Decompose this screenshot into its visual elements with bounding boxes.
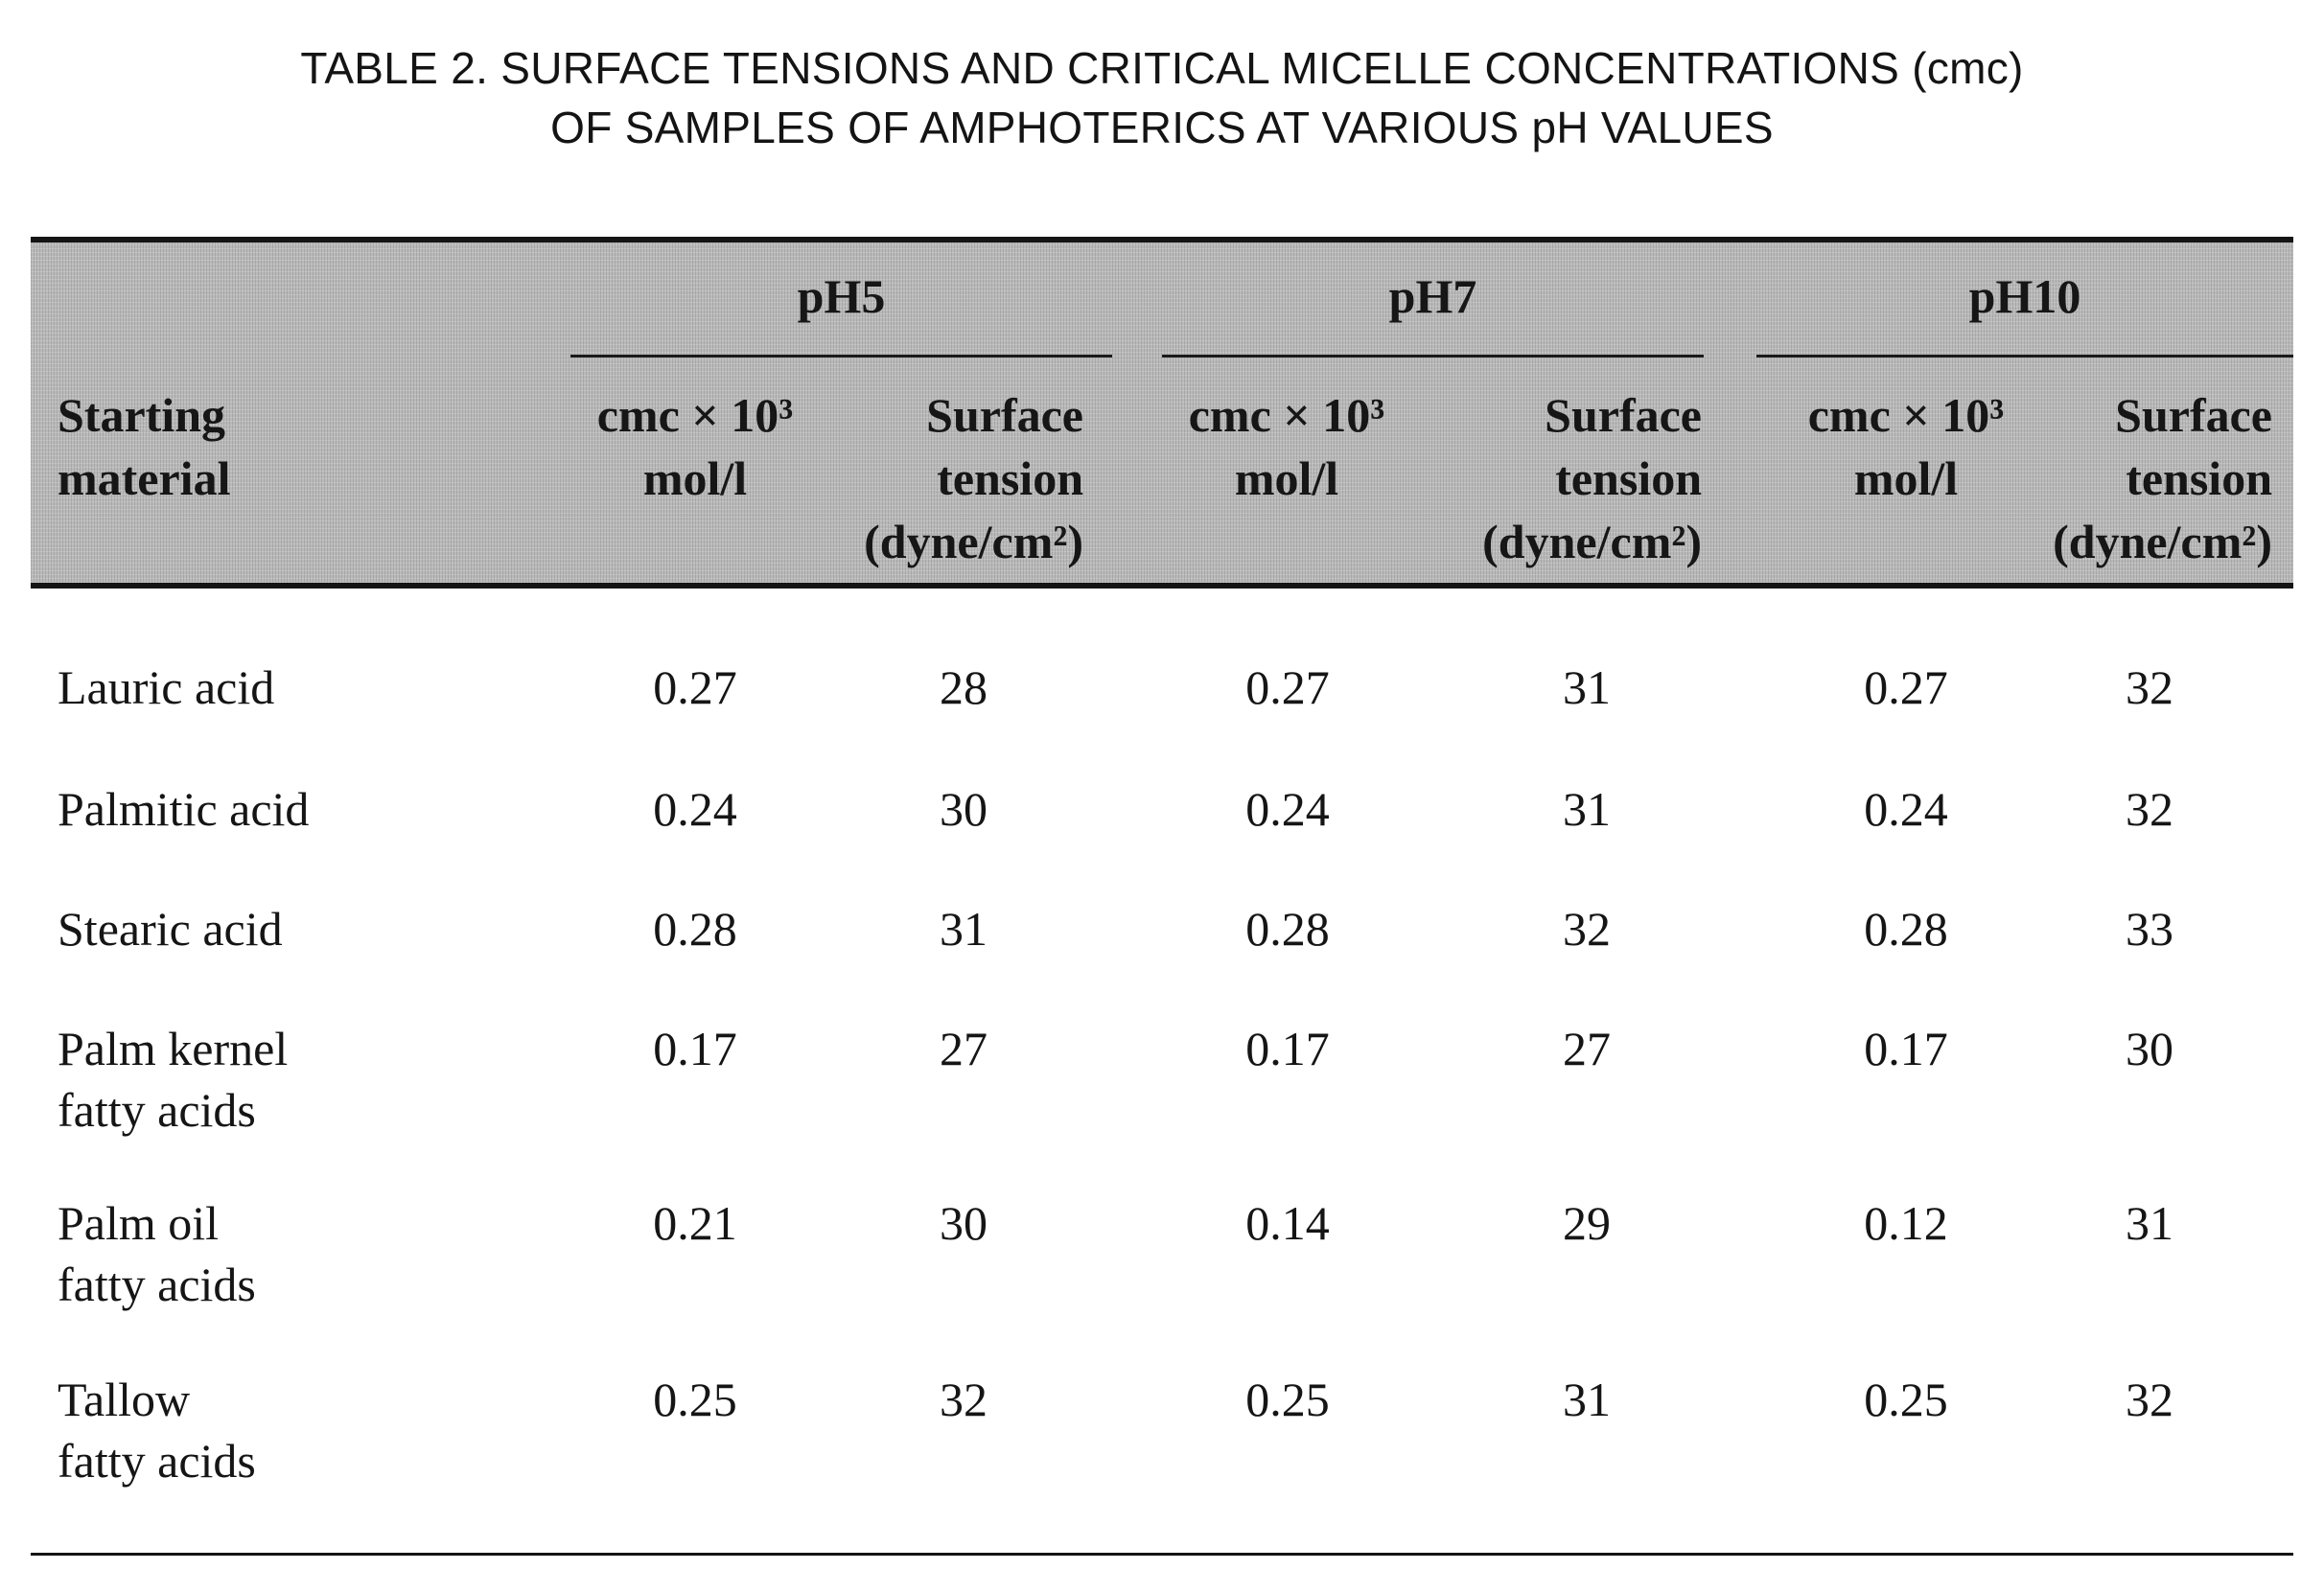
header-ph7-cmc: cmc × 10³ mol/l xyxy=(1152,383,1421,510)
header-starting-material-line-1: Starting xyxy=(58,388,225,442)
row-ph5-cmc: 0.28 xyxy=(653,902,737,956)
header-group-rule-ph10 xyxy=(1756,355,2293,358)
header-ph7-surface-tension: Surface tension (dyne/cm²) xyxy=(1381,383,1702,573)
header-starting-material: Starting material xyxy=(58,383,230,510)
header-cmc-line-2: mol/l xyxy=(1234,451,1339,505)
row-name-line: Tallow xyxy=(58,1373,191,1426)
table-caption: TABLE 2. SURFACE TENSIONS AND CRITICAL M… xyxy=(0,38,2324,157)
header-group-rule-ph7 xyxy=(1162,355,1704,358)
row-ph7-surface-tension: 27 xyxy=(1563,1022,1611,1075)
row-name-line: Palmitic acid xyxy=(58,782,310,836)
row-ph10-surface-tension: 32 xyxy=(2126,782,2173,836)
header-st-line-3: (dyne/cm²) xyxy=(864,515,1083,568)
row-name-line: Lauric acid xyxy=(58,660,275,714)
row-ph5-cmc: 0.21 xyxy=(653,1196,737,1250)
row-ph7-surface-tension: 32 xyxy=(1563,902,1611,956)
row-ph7-surface-tension: 31 xyxy=(1563,660,1611,714)
header-starting-material-line-2: material xyxy=(58,451,231,505)
table-header-rule xyxy=(31,583,2293,589)
row-ph7-cmc: 0.25 xyxy=(1245,1373,1330,1426)
row-starting-material: Palm kernel fatty acids xyxy=(58,1018,556,1141)
row-starting-material: Palm oil fatty acids xyxy=(58,1192,556,1315)
row-name-line: fatty acids xyxy=(58,1083,256,1137)
header-cmc-line-1: cmc × 10³ xyxy=(596,388,794,442)
header-st-line-2: tension xyxy=(937,451,1083,505)
row-ph7-surface-tension: 31 xyxy=(1563,1373,1611,1426)
row-ph10-surface-tension: 32 xyxy=(2126,1373,2173,1426)
row-name-line: fatty acids xyxy=(58,1258,256,1311)
row-ph7-cmc: 0.28 xyxy=(1245,902,1330,956)
table-bottom-rule xyxy=(31,1553,2293,1556)
header-st-line-2: tension xyxy=(1555,451,1702,505)
row-name-line: Palm kernel xyxy=(58,1022,289,1075)
header-cmc-line-1: cmc × 10³ xyxy=(1807,388,2005,442)
row-starting-material: Lauric acid xyxy=(58,657,556,718)
header-cmc-line-1: cmc × 10³ xyxy=(1188,388,1385,442)
row-ph10-cmc: 0.27 xyxy=(1864,660,1948,714)
row-ph10-cmc: 0.17 xyxy=(1864,1022,1948,1075)
row-ph5-surface-tension: 30 xyxy=(940,1196,988,1250)
row-ph5-cmc: 0.17 xyxy=(653,1022,737,1075)
row-starting-material: Palmitic acid xyxy=(58,778,556,840)
header-st-line-3: (dyne/cm²) xyxy=(2053,515,2272,568)
row-ph10-cmc: 0.12 xyxy=(1864,1196,1948,1250)
caption-line-1: TABLE 2. SURFACE TENSIONS AND CRITICAL M… xyxy=(300,43,2024,93)
table-header-shading xyxy=(31,242,2293,583)
row-ph7-cmc: 0.17 xyxy=(1245,1022,1330,1075)
row-ph5-cmc: 0.24 xyxy=(653,782,737,836)
header-st-line-3: (dyne/cm²) xyxy=(1482,515,1702,568)
header-ph5-cmc: cmc × 10³ mol/l xyxy=(561,383,829,510)
header-group-rule-ph5 xyxy=(570,355,1112,358)
row-ph5-surface-tension: 28 xyxy=(940,660,988,714)
header-group-ph10: pH10 xyxy=(1968,269,2081,323)
row-ph5-surface-tension: 27 xyxy=(940,1022,988,1075)
header-st-line-1: Surface xyxy=(1545,388,1702,442)
header-st-line-1: Surface xyxy=(926,388,1083,442)
row-ph7-surface-tension: 31 xyxy=(1563,782,1611,836)
row-name-line: fatty acids xyxy=(58,1434,256,1488)
row-ph10-cmc: 0.25 xyxy=(1864,1373,1948,1426)
row-ph7-cmc: 0.24 xyxy=(1245,782,1330,836)
row-starting-material: Stearic acid xyxy=(58,898,556,959)
row-ph7-cmc: 0.14 xyxy=(1245,1196,1330,1250)
row-ph10-surface-tension: 30 xyxy=(2126,1022,2173,1075)
row-starting-material: Tallow fatty acids xyxy=(58,1369,556,1491)
caption-line-2: OF SAMPLES OF AMPHOTERICS AT VARIOUS pH … xyxy=(550,103,1774,152)
header-ph10-cmc: cmc × 10³ mol/l xyxy=(1772,383,2040,510)
table-top-rule xyxy=(31,237,2293,242)
row-ph5-cmc: 0.27 xyxy=(653,660,737,714)
row-ph7-cmc: 0.27 xyxy=(1245,660,1330,714)
row-ph10-cmc: 0.28 xyxy=(1864,902,1948,956)
row-ph10-cmc: 0.24 xyxy=(1864,782,1948,836)
header-ph10-surface-tension: Surface tension (dyne/cm²) xyxy=(1975,383,2272,573)
header-st-line-2: tension xyxy=(2126,451,2272,505)
row-ph10-surface-tension: 31 xyxy=(2126,1196,2173,1250)
row-ph5-cmc: 0.25 xyxy=(653,1373,737,1426)
row-name-line: Stearic acid xyxy=(58,902,283,956)
header-cmc-line-2: mol/l xyxy=(1853,451,1959,505)
row-ph10-surface-tension: 32 xyxy=(2126,660,2173,714)
row-ph7-surface-tension: 29 xyxy=(1563,1196,1611,1250)
row-ph5-surface-tension: 30 xyxy=(940,782,988,836)
row-ph5-surface-tension: 31 xyxy=(940,902,988,956)
header-ph5-surface-tension: Surface tension (dyne/cm²) xyxy=(786,383,1083,573)
header-group-ph5: pH5 xyxy=(797,269,886,323)
header-st-line-1: Surface xyxy=(2115,388,2272,442)
row-name-line: Palm oil xyxy=(58,1196,220,1250)
header-cmc-line-2: mol/l xyxy=(642,451,748,505)
row-ph5-surface-tension: 32 xyxy=(940,1373,988,1426)
row-ph10-surface-tension: 33 xyxy=(2126,902,2173,956)
header-group-ph7: pH7 xyxy=(1388,269,1477,323)
